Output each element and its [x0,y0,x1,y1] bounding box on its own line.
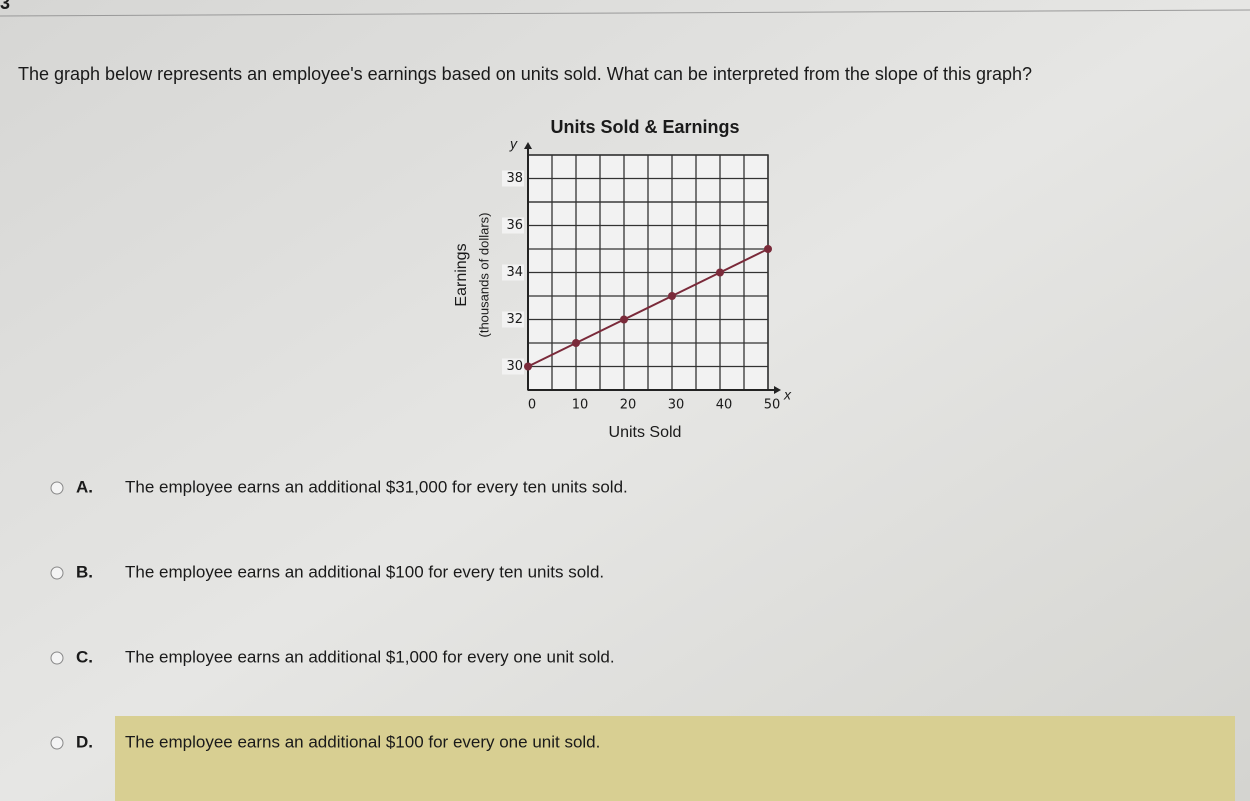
tick-label-bg [502,170,524,187]
data-point [764,245,772,253]
y-axis-label: Earnings [453,243,470,306]
radio-button[interactable] [50,651,64,665]
radio-button[interactable] [50,481,64,495]
y-tick-label: 30 [506,359,523,374]
chart: Units Sold & Earnings Units Sold Earning… [453,117,792,441]
x-tick-label: 50 [764,398,781,413]
x-tick-label: 0 [528,398,536,413]
question-number: 3 [0,0,10,13]
data-line [527,248,769,368]
y-tick-label: 38 [506,171,523,186]
data-point [620,315,628,324]
option-letter: B. [76,562,93,581]
option-text[interactable]: The employee earns an additional $31,000… [125,477,628,496]
separator [0,9,1250,17]
x-tick-label: 20 [620,398,637,413]
y-tick-label: 32 [506,312,523,327]
y-axis-arrow [524,142,532,149]
radio-button[interactable] [50,566,64,580]
y-tick-label: 34 [506,265,523,280]
x-axis-label: Units Sold [609,424,682,441]
option-text[interactable]: The employee earns an additional $1,000 … [125,647,615,666]
option-letter: D. [76,732,93,751]
y-axis-letter: y [509,136,518,152]
y-axis-label: (thousands of dollars) [476,212,491,337]
data-point [716,268,724,277]
y-tick-label: 36 [506,218,523,233]
option-text[interactable]: The employee earns an additional $100 fo… [125,732,600,751]
x-axis-letter: x [783,387,792,403]
question-text: The graph below represents an employee's… [18,64,1032,84]
option-letter: A. [76,477,93,496]
data-point [668,292,676,300]
option-text[interactable]: The employee earns an additional $100 fo… [125,562,604,581]
option-letter: C. [76,647,93,666]
radio-button[interactable] [50,736,64,750]
x-axis-arrow [774,386,781,394]
data-point [572,339,580,347]
selected-highlight [115,716,1235,801]
x-tick-label: 40 [716,398,733,413]
tick-label-bg [502,217,524,234]
x-tick-label: 10 [572,398,589,413]
tick-label-bg [502,311,524,328]
x-tick-label: 30 [668,398,685,413]
tick-label-bg [502,358,524,375]
data-point [524,362,532,371]
tick-label-bg [502,264,524,281]
chart-title: Units Sold & Earnings [550,117,739,137]
